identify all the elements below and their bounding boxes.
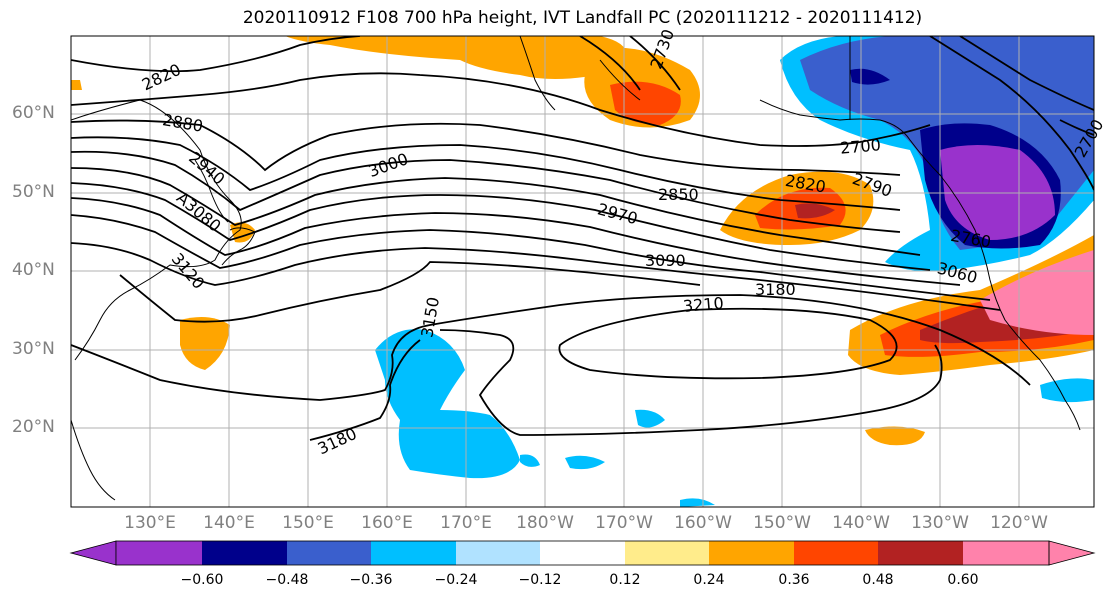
longitude-label: 120°W: [990, 513, 1048, 533]
longitude-label: 150°E: [282, 513, 334, 533]
colorbar-max-arrow: [1048, 540, 1096, 566]
ivt-positive-region: [180, 316, 230, 370]
contour-label: 3000: [366, 149, 411, 181]
latitude-label: 30°N: [12, 339, 55, 359]
colorbar-tick-label: −0.24: [434, 572, 478, 588]
colorbar-tick-label: −0.36: [349, 572, 393, 588]
colorbar-tick-label: −0.60: [180, 572, 224, 588]
longitude-label: 150°W: [753, 513, 811, 533]
latitude-label: 40°N: [12, 260, 55, 280]
longitude-label: 170°W: [595, 513, 653, 533]
ivt-positive-region: [285, 36, 627, 79]
latitude-label: 60°N: [12, 103, 55, 123]
height-contours: [71, 36, 1094, 441]
longitude-label: 140°E: [203, 513, 255, 533]
contour-label: 2820: [139, 60, 184, 94]
longitude-label: 170°E: [440, 513, 492, 533]
colorbar-tick-label: 0.12: [609, 572, 641, 588]
longitude-label: 160°W: [674, 513, 732, 533]
map-frame: [70, 35, 1095, 508]
colorbar-min-arrow: [69, 540, 117, 566]
contour-label: 3180: [755, 280, 796, 299]
map-title: 2020110912 F108 700 hPa height, IVT Land…: [242, 8, 923, 28]
latitude-label: 50°N: [12, 182, 55, 202]
colorbar-tick-label: 0.60: [947, 572, 979, 588]
colorbar-tick-label: 0.36: [778, 572, 810, 588]
contour-label: 3150: [417, 296, 443, 339]
ivt-positive-region: [865, 426, 925, 446]
colorbar-tick-label: −0.12: [518, 572, 562, 588]
ivt-negative-region: [375, 329, 520, 479]
longitude-label: 160°E: [361, 513, 413, 533]
colorbar: [69, 540, 1096, 566]
grid-lines: [71, 36, 1094, 507]
longitude-label: 180°W: [516, 513, 574, 533]
colorbar-tick-label: 0.24: [693, 572, 725, 588]
contour-label: 3180: [315, 424, 360, 458]
colorbar-tick-label: −0.48: [265, 572, 309, 588]
contour-label: 2850: [658, 185, 699, 204]
contour-label: 3090: [645, 251, 686, 270]
colorbar-tick-label: 0.48: [862, 572, 894, 588]
shading-layer: [71, 36, 1094, 507]
longitude-label: 130°W: [911, 513, 969, 533]
contour-label: 3210: [682, 293, 724, 315]
longitude-label: 130°E: [124, 513, 176, 533]
longitude-label: 140°W: [832, 513, 890, 533]
contour-label: 2700: [839, 135, 881, 157]
latitude-label: 20°N: [12, 417, 55, 437]
